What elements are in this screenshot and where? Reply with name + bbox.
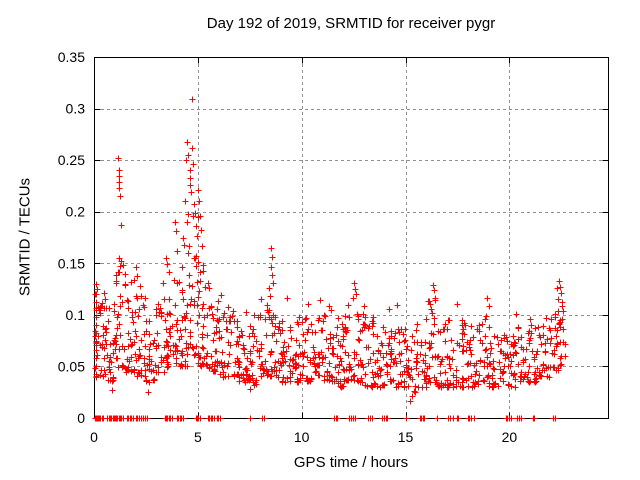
x-tick-label: 0 [90,429,98,445]
y-tick-label: 0.05 [58,358,85,374]
grid-lines [95,58,607,417]
chart-title: Day 192 of 2019, SRMTID for receiver pyg… [206,15,496,32]
y-tick-label: 0 [77,410,85,426]
tick-labels: 0 5 10 15 20 0 0.05 0.1 0.15 0.2 0.25 0.3 0.35 [58,49,518,445]
y-tick-label: 0.35 [58,49,85,65]
x-tick-label: 5 [194,429,202,445]
y-tick-label: 0.3 [66,101,86,117]
y-tick-label: 0.1 [66,307,86,323]
x-axis-label: GPS time / hours [293,454,409,471]
x-tick-label: 20 [502,429,518,445]
y-tick-label: 0.2 [66,204,86,220]
scatter-markers [92,96,569,422]
x-tick-label: 10 [294,429,310,445]
x-tick-label: 15 [398,429,414,445]
y-tick-label: 0.25 [58,152,85,168]
y-tick-label: 0.15 [58,255,85,271]
